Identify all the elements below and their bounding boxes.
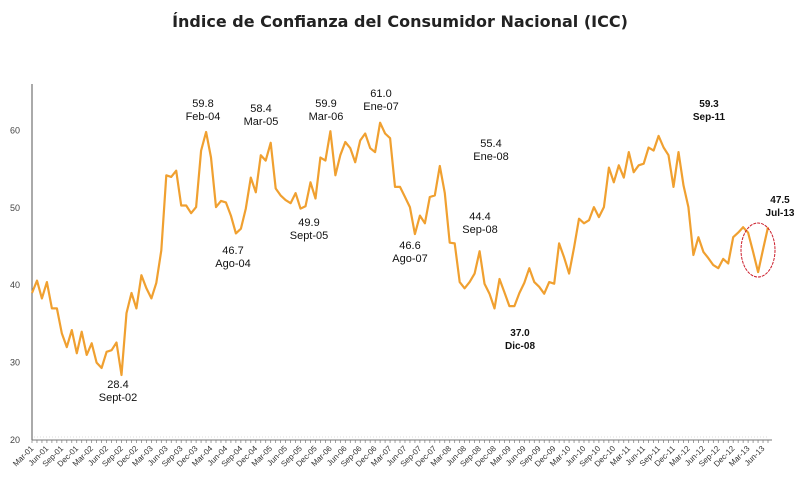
annotation-value: 59.9	[315, 98, 336, 110]
annotation-value: 49.9	[298, 217, 319, 229]
annotation-date: Sept-05	[290, 230, 329, 242]
annotation-value: 47.5	[770, 195, 790, 206]
annotation-date: Dic-08	[505, 341, 535, 352]
highlight-circle	[740, 222, 776, 278]
annotation-value: 46.7	[222, 245, 243, 257]
y-tick-label: 50	[10, 203, 20, 213]
annotation-date: Sep-11	[693, 112, 726, 123]
annotation-value: 28.4	[107, 379, 128, 391]
annotation-date: Jul-13	[766, 208, 795, 219]
annotation-value: 44.4	[469, 211, 490, 223]
annotation-value: 59.3	[699, 99, 719, 110]
annotation-value: 55.4	[480, 138, 501, 150]
annotation-date: Mar-06	[309, 111, 344, 123]
annotation-date: Ago-04	[215, 258, 250, 270]
annotation-value: 59.8	[192, 98, 213, 110]
annotation-value: 37.0	[510, 328, 530, 339]
annotation-date: Ene-07	[363, 101, 398, 113]
annotation-date: Ago-07	[392, 253, 427, 265]
annotation-value: 58.4	[250, 103, 271, 115]
annotation-date: Ene-08	[473, 151, 508, 163]
annotation-date: Sept-02	[99, 392, 138, 404]
annotation-date: Mar-05	[244, 116, 279, 128]
annotation-date: Sep-08	[462, 224, 497, 236]
y-tick-label: 20	[10, 435, 20, 445]
y-tick-label: 30	[10, 358, 20, 368]
chart-title: Índice de Confianza del Consumidor Nacio…	[172, 12, 628, 31]
y-tick-label: 60	[10, 125, 20, 135]
y-tick-label: 40	[10, 280, 20, 290]
annotation-value: 46.6	[399, 240, 420, 252]
annotation-date: Feb-04	[186, 111, 221, 123]
annotation-value: 61.0	[370, 88, 391, 100]
